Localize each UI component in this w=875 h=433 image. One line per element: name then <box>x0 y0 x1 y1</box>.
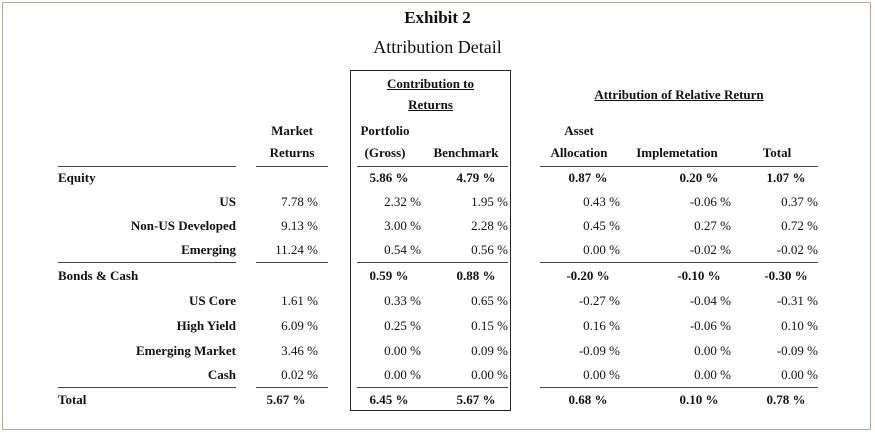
cell-portfolio: 0.54 % <box>384 242 421 257</box>
row-label: High Yield <box>176 318 236 333</box>
cell-benchmark: 0.00 % <box>471 367 508 382</box>
cell-portfolio: 0.00 % <box>384 343 421 358</box>
rule-label-0 <box>58 166 236 167</box>
rule-label-2 <box>58 387 236 388</box>
cell-portfolio: 0.33 % <box>384 293 421 308</box>
cell-benchmark: 0.88 % <box>456 268 496 283</box>
cell-allocation: 0.68 % <box>568 392 608 407</box>
cell-benchmark: 2.28 % <box>471 218 508 233</box>
cell-market: 11.24 % <box>275 242 318 257</box>
cell-implementation: 0.00 % <box>694 343 731 358</box>
cell-portfolio: 3.00 % <box>384 218 421 233</box>
cell-total: -0.30 % <box>764 268 808 283</box>
cell-benchmark: 1.95 % <box>471 194 508 209</box>
cell-market: 6.09 % <box>281 318 318 333</box>
contribution-box <box>350 70 511 411</box>
cell-implementation: -0.06 % <box>689 194 731 209</box>
cell-total: 0.10 % <box>781 318 818 333</box>
cell-total: -0.09 % <box>776 343 818 358</box>
rule-market-0 <box>256 166 328 167</box>
cell-total: 0.72 % <box>781 218 818 233</box>
cell-allocation: 0.00 % <box>583 367 620 382</box>
cell-total: -0.31 % <box>776 293 818 308</box>
header-asset-line2: Allocation <box>550 145 608 160</box>
rule-attribution-1 <box>540 262 818 263</box>
header-attribution: Attribution of Relative Return <box>594 87 764 102</box>
cell-implementation: 0.27 % <box>694 218 731 233</box>
cell-benchmark: 0.15 % <box>471 318 508 333</box>
header-market-line1: Market <box>271 123 313 138</box>
cell-benchmark: 5.67 % <box>456 392 496 407</box>
cell-allocation: -0.09 % <box>578 343 620 358</box>
exhibit-title: Exhibit 2 <box>404 8 471 27</box>
cell-implementation: -0.10 % <box>677 268 721 283</box>
cell-market: 5.67 % <box>266 392 306 407</box>
header-asset-line1: Asset <box>564 123 594 138</box>
cell-market: 7.78 % <box>281 194 318 209</box>
cell-total: 1.07 % <box>766 170 806 185</box>
cell-market: 0.02 % <box>281 367 318 382</box>
rule-label-1 <box>58 262 236 263</box>
cell-benchmark: 4.79 % <box>456 170 496 185</box>
rule-attribution-2 <box>540 387 818 388</box>
cell-benchmark: 0.65 % <box>471 293 508 308</box>
cell-allocation: -0.20 % <box>566 268 610 283</box>
rule-market-2 <box>256 387 328 388</box>
cell-implementation: 0.00 % <box>694 367 731 382</box>
cell-market: 3.46 % <box>281 343 318 358</box>
header-benchmark: Benchmark <box>433 145 499 160</box>
header-market-line2: Returns <box>269 145 315 160</box>
header-portfolio-line1: Portfolio <box>360 123 410 138</box>
cell-benchmark: 0.09 % <box>471 343 508 358</box>
cell-implementation: 0.10 % <box>679 392 719 407</box>
cell-portfolio: 0.59 % <box>369 268 409 283</box>
row-label: Emerging <box>181 242 236 257</box>
cell-portfolio: 6.45 % <box>369 392 409 407</box>
header-contribution-line1: Contribution to <box>386 76 475 91</box>
cell-portfolio: 2.32 % <box>384 194 421 209</box>
header-total: Total <box>762 145 792 160</box>
exhibit-subtitle: Attribution Detail <box>373 37 502 57</box>
cell-implementation: 0.20 % <box>679 170 719 185</box>
row-label: Total <box>58 392 87 407</box>
cell-allocation: -0.27 % <box>578 293 620 308</box>
cell-benchmark: 0.56 % <box>471 242 508 257</box>
rule-contribution-2 <box>357 387 508 388</box>
row-label: US <box>219 194 236 209</box>
header-implementation: Implemetation <box>636 145 718 160</box>
header-portfolio-line2: (Gross) <box>364 145 406 160</box>
cell-allocation: 0.45 % <box>583 218 620 233</box>
rule-market-1 <box>256 262 328 263</box>
cell-portfolio: 0.25 % <box>384 318 421 333</box>
cell-allocation: 0.16 % <box>583 318 620 333</box>
row-label: Emerging Market <box>135 343 236 358</box>
rule-attribution-0 <box>540 166 818 167</box>
cell-market: 1.61 % <box>281 293 318 308</box>
cell-total: 0.78 % <box>766 392 806 407</box>
row-label: Non-US Developed <box>130 218 236 233</box>
cell-total: -0.02 % <box>776 242 818 257</box>
row-label: Bonds & Cash <box>58 268 139 283</box>
cell-total: 0.37 % <box>781 194 818 209</box>
cell-total: 0.00 % <box>781 367 818 382</box>
cell-allocation: 0.43 % <box>583 194 620 209</box>
header-contribution-line2: Returns <box>408 97 453 112</box>
cell-portfolio: 0.00 % <box>384 367 421 382</box>
row-label: Equity <box>58 170 96 185</box>
cell-allocation: 0.00 % <box>583 242 620 257</box>
rule-contribution-1 <box>357 262 508 263</box>
cell-implementation: -0.04 % <box>689 293 731 308</box>
rule-contribution-0 <box>357 166 508 167</box>
cell-implementation: -0.02 % <box>689 242 731 257</box>
cell-implementation: -0.06 % <box>689 318 731 333</box>
row-label: Cash <box>207 367 236 382</box>
cell-allocation: 0.87 % <box>568 170 608 185</box>
cell-market: 9.13 % <box>281 218 318 233</box>
cell-portfolio: 5.86 % <box>369 170 409 185</box>
row-label: US Core <box>188 293 236 308</box>
